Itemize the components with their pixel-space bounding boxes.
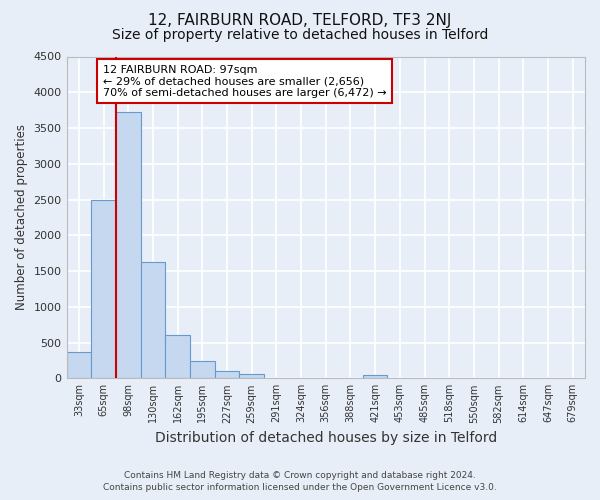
Y-axis label: Number of detached properties: Number of detached properties	[15, 124, 28, 310]
Bar	[67, 352, 91, 378]
Text: 12 FAIRBURN ROAD: 97sqm
← 29% of detached houses are smaller (2,656)
70% of semi: 12 FAIRBURN ROAD: 97sqm ← 29% of detache…	[103, 64, 386, 98]
Text: 12, FAIRBURN ROAD, TELFORD, TF3 2NJ: 12, FAIRBURN ROAD, TELFORD, TF3 2NJ	[148, 12, 452, 28]
X-axis label: Distribution of detached houses by size in Telford: Distribution of detached houses by size …	[155, 431, 497, 445]
Bar	[215, 371, 239, 378]
Bar	[140, 262, 165, 378]
Bar	[165, 336, 190, 378]
Bar	[190, 361, 215, 378]
Bar	[239, 374, 264, 378]
Text: Contains HM Land Registry data © Crown copyright and database right 2024.
Contai: Contains HM Land Registry data © Crown c…	[103, 471, 497, 492]
Bar	[91, 200, 116, 378]
Text: Size of property relative to detached houses in Telford: Size of property relative to detached ho…	[112, 28, 488, 42]
Bar	[363, 374, 388, 378]
Bar	[116, 112, 140, 378]
